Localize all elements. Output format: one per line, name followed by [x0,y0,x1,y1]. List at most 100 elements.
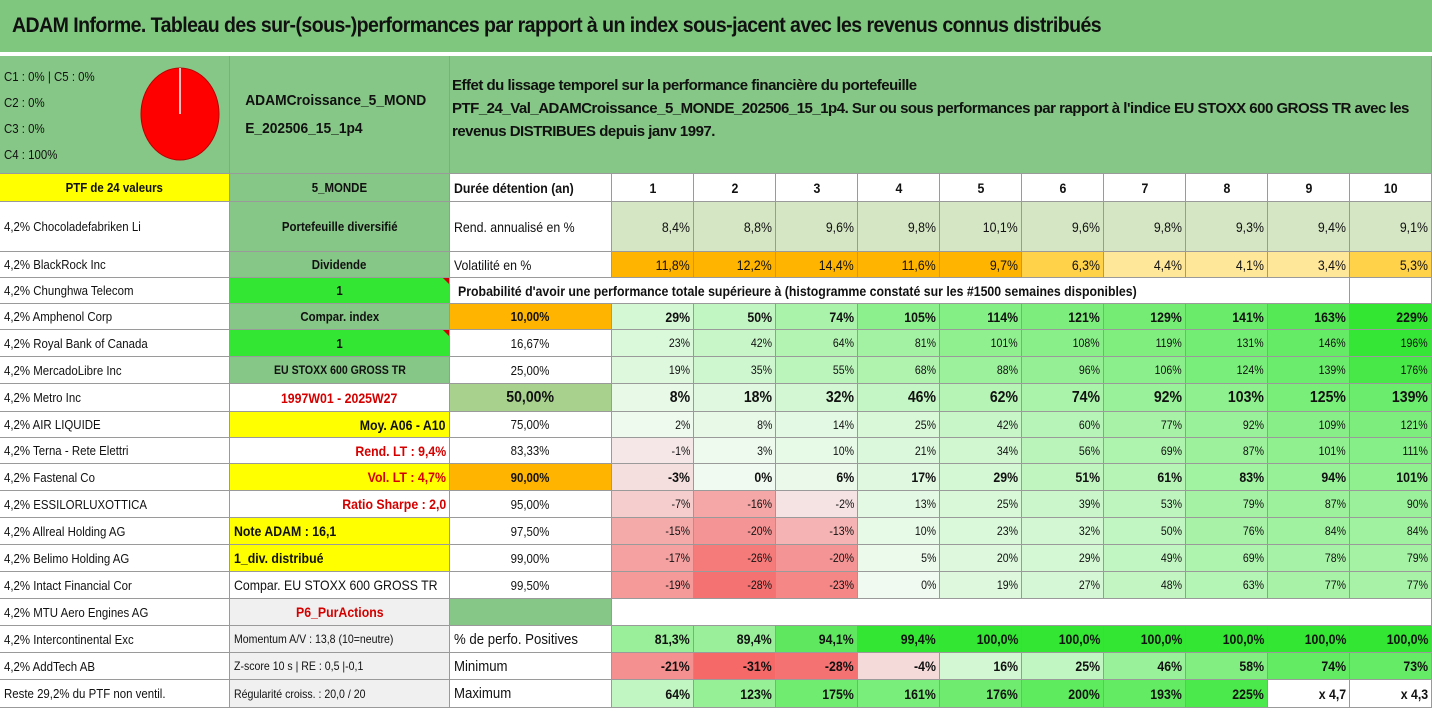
prob-level[interactable]: 95,00% [450,491,612,518]
prob-value[interactable]: -2% [776,491,858,518]
year-header[interactable]: 4 [858,174,940,202]
prob-value[interactable]: 55% [776,357,858,384]
prob-value[interactable]: -3% [612,464,694,491]
prob-value[interactable]: 108% [1022,330,1104,357]
prob-value[interactable]: 29% [1022,545,1104,572]
pos-value[interactable]: 81,3% [612,626,694,653]
prob-level[interactable]: 25,00% [450,357,612,384]
prob-value[interactable]: 121% [1022,304,1104,330]
year-header[interactable]: 10 [1350,174,1432,202]
prob-value[interactable]: 139% [1350,384,1432,412]
prob-value[interactable]: 109% [1268,412,1350,438]
holding-row[interactable]: 4,2% Intercontinental Exc [0,626,230,653]
holding-row[interactable]: 4,2% Metro Inc [0,384,230,412]
param-zscore[interactable]: Z-score 10 s | RE : 0,5 |-0,1 [230,653,450,680]
prob-value[interactable]: 3% [694,438,776,464]
holding-row[interactable]: Reste 29,2% du PTF non ventil. [0,680,230,708]
vol-value[interactable]: 11,6% [858,252,940,278]
prob-value[interactable]: 111% [1350,438,1432,464]
min-value[interactable]: 74% [1268,653,1350,680]
prob-value[interactable]: 92% [1104,384,1186,412]
prob-value[interactable]: 83% [1186,464,1268,491]
prob-header[interactable]: Probabilité d'avoir une performance tota… [450,278,1350,304]
pie-panel[interactable]: C1 : 0% | C5 : 0% C2 : 0% C3 : 0% C4 : 100% [0,56,230,174]
prob-value[interactable]: 34% [940,438,1022,464]
prob-value[interactable]: -17% [612,545,694,572]
prob-value[interactable]: 23% [612,330,694,357]
pos-value[interactable]: 100,0% [940,626,1022,653]
prob-value[interactable]: 56% [1022,438,1104,464]
holding-row[interactable]: 4,2% AIR LIQUIDE [0,412,230,438]
max-value[interactable]: 200% [1022,680,1104,708]
prob-value[interactable]: 87% [1268,491,1350,518]
max-value[interactable]: 193% [1104,680,1186,708]
prob-value[interactable]: 50% [694,304,776,330]
prob-value[interactable]: 63% [1186,572,1268,599]
prob-value[interactable]: 29% [940,464,1022,491]
pos-value[interactable]: 99,4% [858,626,940,653]
rend-value[interactable]: 9,8% [858,202,940,252]
prob-value[interactable]: 103% [1186,384,1268,412]
min-value[interactable]: -28% [776,653,858,680]
prob-level[interactable]: 97,50% [450,518,612,545]
prob-level[interactable]: 83,33% [450,438,612,464]
prob-level[interactable]: 99,50% [450,572,612,599]
min-value[interactable]: 58% [1186,653,1268,680]
param-type[interactable]: Portefeuille diversifié [230,202,450,252]
vol-label[interactable]: Volatilité en % [450,252,612,278]
prob-value[interactable]: 229% [1350,304,1432,330]
year-header[interactable]: 8 [1186,174,1268,202]
prob-value[interactable]: 20% [940,545,1022,572]
rend-label[interactable]: Rend. annualisé en % [450,202,612,252]
prob-value[interactable]: -1% [612,438,694,464]
pos-value[interactable]: 100,0% [1350,626,1432,653]
prob-value[interactable]: 49% [1104,545,1186,572]
param-momentum[interactable]: Momentum A/V : 13,8 (10=neutre) [230,626,450,653]
prob-value[interactable]: 60% [1022,412,1104,438]
prob-value[interactable]: -19% [612,572,694,599]
prob-value[interactable]: 74% [1022,384,1104,412]
prob-value[interactable]: 81% [858,330,940,357]
param-dividend[interactable]: Dividende [230,252,450,278]
vol-value[interactable]: 12,2% [694,252,776,278]
min-value[interactable]: -4% [858,653,940,680]
holding-row[interactable]: 4,2% MercadoLibre Inc [0,357,230,384]
prob-value[interactable]: 90% [1350,491,1432,518]
rend-value[interactable]: 10,1% [940,202,1022,252]
prob-value[interactable]: 42% [940,412,1022,438]
vol-value[interactable]: 14,4% [776,252,858,278]
year-header[interactable]: 7 [1104,174,1186,202]
blank-separator[interactable] [450,599,1432,626]
prob-value[interactable]: 77% [1268,572,1350,599]
prob-value[interactable]: 131% [1186,330,1268,357]
prob-value[interactable]: 25% [858,412,940,438]
param-regularite[interactable]: Régularité croiss. : 20,0 / 20 [230,680,450,708]
prob-value[interactable]: 46% [858,384,940,412]
prob-level[interactable]: 99,00% [450,545,612,572]
rend-value[interactable]: 9,3% [1186,202,1268,252]
prob-value[interactable]: 124% [1186,357,1268,384]
param-index[interactable]: EU STOXX 600 GROSS TR [230,357,450,384]
max-value[interactable]: 123% [694,680,776,708]
param-sharpe[interactable]: Ratio Sharpe : 2,0 [230,491,450,518]
holding-row[interactable]: 4,2% BlackRock Inc [0,252,230,278]
min-value[interactable]: 25% [1022,653,1104,680]
prob-value[interactable]: 101% [1268,438,1350,464]
year-header[interactable]: 6 [1022,174,1104,202]
param-rend[interactable]: Rend. LT : 9,4% [230,438,450,464]
prob-value[interactable]: 51% [1022,464,1104,491]
max-value[interactable]: 175% [776,680,858,708]
year-header[interactable]: 5 [940,174,1022,202]
year-header[interactable]: 3 [776,174,858,202]
prob-value[interactable]: 10% [858,518,940,545]
prob-value[interactable]: 39% [1022,491,1104,518]
min-label[interactable]: Minimum [450,653,612,680]
prob-value[interactable]: 176% [1350,357,1432,384]
prob-value[interactable]: -7% [612,491,694,518]
prob-value[interactable]: 74% [776,304,858,330]
holding-row[interactable]: 4,2% MTU Aero Engines AG [0,599,230,626]
prob-value[interactable]: 6% [776,464,858,491]
holding-row[interactable]: 4,2% Terna - Rete Elettri [0,438,230,464]
prob-value[interactable]: 94% [1268,464,1350,491]
prob-value[interactable]: 101% [940,330,1022,357]
